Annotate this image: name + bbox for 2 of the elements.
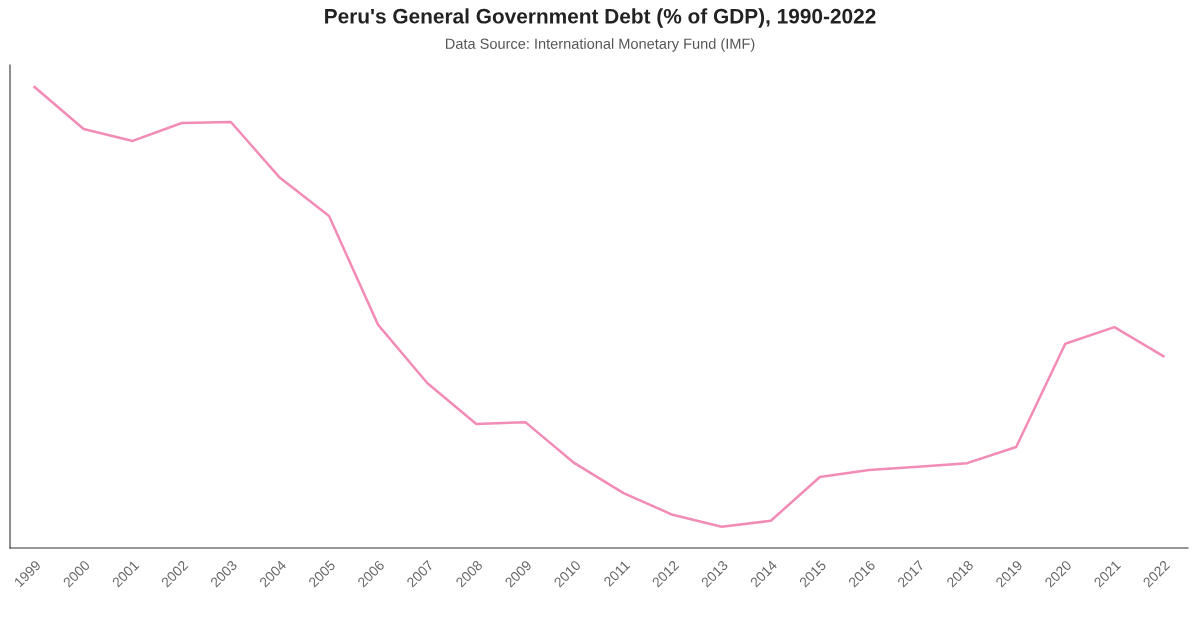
chart-title: Peru's General Government Debt (% of GDP), 1990-2022 — [325, 8, 876, 28]
chart-subtitle: Data Source: International Monetary Fund (IMF) — [445, 38, 755, 52]
